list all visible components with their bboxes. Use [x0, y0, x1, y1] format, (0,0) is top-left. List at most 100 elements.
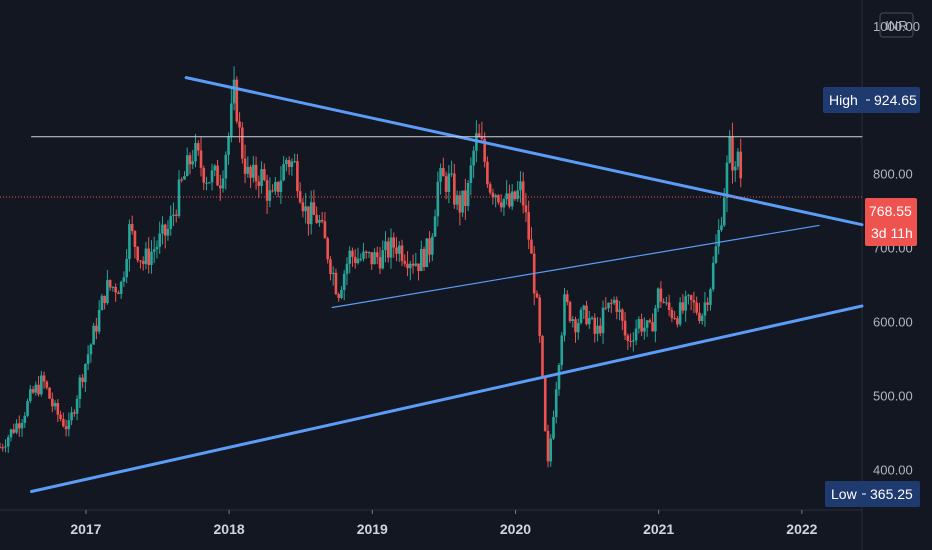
candle-body	[486, 161, 489, 185]
candle-body	[130, 224, 134, 232]
candle-body	[287, 160, 291, 168]
candlestick-series	[0, 66, 743, 468]
price-tick-label: 1000.00	[873, 19, 920, 34]
candle-body	[89, 344, 93, 355]
candle-body	[169, 216, 173, 229]
candle-body	[571, 319, 575, 321]
candle-body	[524, 205, 528, 213]
drawing-layer	[0, 76, 864, 494]
candle-body	[106, 280, 109, 304]
candle-body	[177, 179, 181, 216]
candle-body	[472, 150, 475, 166]
candle-body	[20, 423, 24, 429]
high-value-text: 924.65	[874, 92, 917, 108]
candle-body	[643, 327, 646, 332]
candle-body	[48, 387, 51, 399]
candle-body	[386, 241, 390, 258]
candle-body	[706, 302, 709, 305]
candle-body	[257, 181, 261, 186]
candle-body	[329, 259, 332, 275]
candle-body	[53, 403, 57, 407]
candle-body	[166, 228, 170, 236]
candle-body	[221, 178, 225, 189]
candle-body	[670, 310, 674, 318]
candle-body	[345, 263, 349, 274]
candle-body	[364, 251, 368, 253]
candle-body	[711, 262, 715, 290]
price-tick-label: 800.00	[873, 167, 913, 182]
candle-body	[530, 239, 533, 254]
candle-body	[568, 301, 572, 321]
candle-body	[417, 263, 420, 272]
candle-body	[163, 224, 167, 236]
candle-body	[453, 173, 456, 205]
candle-body	[444, 176, 448, 192]
candle-body	[546, 430, 550, 462]
trendline-rising-support-inner[interactable]	[331, 224, 820, 309]
candle-body	[188, 155, 192, 165]
candle-body	[172, 214, 175, 217]
candle-body	[238, 121, 241, 128]
candle-body	[621, 309, 624, 321]
high-label-text: High	[829, 92, 858, 108]
candle-body	[618, 309, 621, 312]
time-tick-label: 2017	[70, 521, 101, 537]
candle-body	[665, 302, 668, 304]
trendline-falling-resistance[interactable]	[184, 76, 864, 227]
candle-body	[673, 317, 676, 319]
candle-body	[483, 138, 486, 162]
currency-badge[interactable]	[879, 12, 914, 38]
candle-body	[260, 169, 263, 186]
candle-body	[334, 272, 338, 295]
candle-body	[315, 214, 318, 223]
candle-body	[180, 179, 184, 181]
candle-body	[623, 320, 627, 336]
bar-countdown: 3d 11h	[871, 225, 913, 241]
candle-body	[645, 320, 649, 328]
candle-body	[342, 273, 346, 290]
candle-body	[598, 325, 602, 334]
candle-body	[579, 309, 583, 324]
candle-body	[400, 245, 404, 262]
candle-body	[199, 150, 203, 168]
candle-body	[709, 289, 712, 305]
candle-body	[552, 417, 555, 439]
low-label-text: Low	[831, 486, 858, 502]
candle-body	[152, 249, 156, 252]
candle-body	[122, 277, 126, 282]
candle-body	[45, 381, 49, 388]
candle-body	[717, 230, 721, 247]
candle-body	[549, 438, 553, 462]
trendline-rising-support-outer[interactable]	[30, 304, 864, 494]
candle-body	[158, 233, 162, 247]
candle-body	[351, 250, 354, 257]
candle-body	[125, 258, 128, 278]
last-price-label: 768.55 3d 11h	[865, 198, 917, 246]
candle-body	[554, 389, 558, 418]
candle-body	[59, 414, 62, 420]
candle-body	[601, 307, 605, 334]
candle-body	[651, 322, 654, 332]
candle-body	[662, 301, 665, 303]
candle-body	[42, 375, 46, 382]
candle-body	[232, 79, 236, 104]
candle-body	[494, 195, 497, 198]
candle-body	[458, 195, 462, 213]
candle-body	[78, 377, 82, 399]
candle-body	[384, 241, 387, 251]
candle-body	[367, 252, 371, 254]
candle-body	[337, 294, 340, 298]
candle-body	[491, 192, 495, 198]
candle-body	[207, 182, 211, 184]
candle-body	[637, 319, 641, 329]
candle-body	[340, 289, 343, 298]
candle-body	[246, 166, 250, 174]
candle-body	[265, 180, 269, 201]
candle-body	[62, 419, 65, 427]
candle-body	[667, 302, 671, 311]
candle-body	[634, 328, 638, 341]
candle-body	[656, 288, 660, 309]
candle-body	[469, 165, 473, 183]
